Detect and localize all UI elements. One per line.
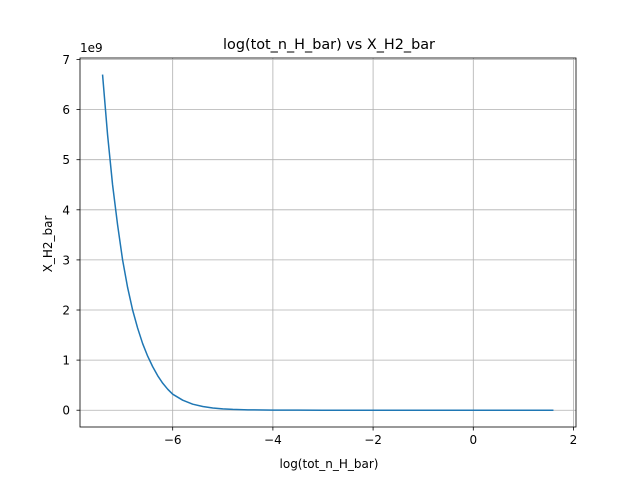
y-tick-label: 5 (62, 153, 70, 167)
x-axis-label: log(tot_n_H_bar) (280, 457, 379, 471)
y-axis-ticks: 0 1 2 3 4 5 6 7 (62, 53, 80, 418)
chart-title: log(tot_n_H_bar) vs X_H2_bar (223, 37, 435, 53)
x-tick-label: −2 (364, 433, 382, 447)
y-tick-label: 3 (62, 253, 70, 267)
y-tick-label: 2 (62, 304, 70, 318)
series-line (101, 74, 554, 411)
y-tick-label: 4 (62, 203, 70, 217)
y-tick-label: 1 (62, 354, 70, 368)
x-axis-ticks: −6 −4 −2 0 2 (164, 427, 577, 447)
x-tick-label: 0 (469, 433, 477, 447)
y-offset-label: 1e9 (80, 41, 103, 55)
y-tick-label: 6 (62, 103, 70, 117)
y-axis-label: X_H2_bar (41, 216, 55, 273)
series-layer (101, 74, 554, 411)
y-tick-label: 0 (62, 404, 70, 418)
x-tick-label: −6 (164, 433, 182, 447)
y-tick-label: 7 (62, 53, 70, 67)
x-tick-label: −4 (264, 433, 282, 447)
plot-frame (79, 57, 577, 428)
x-tick-label: 2 (570, 433, 578, 447)
